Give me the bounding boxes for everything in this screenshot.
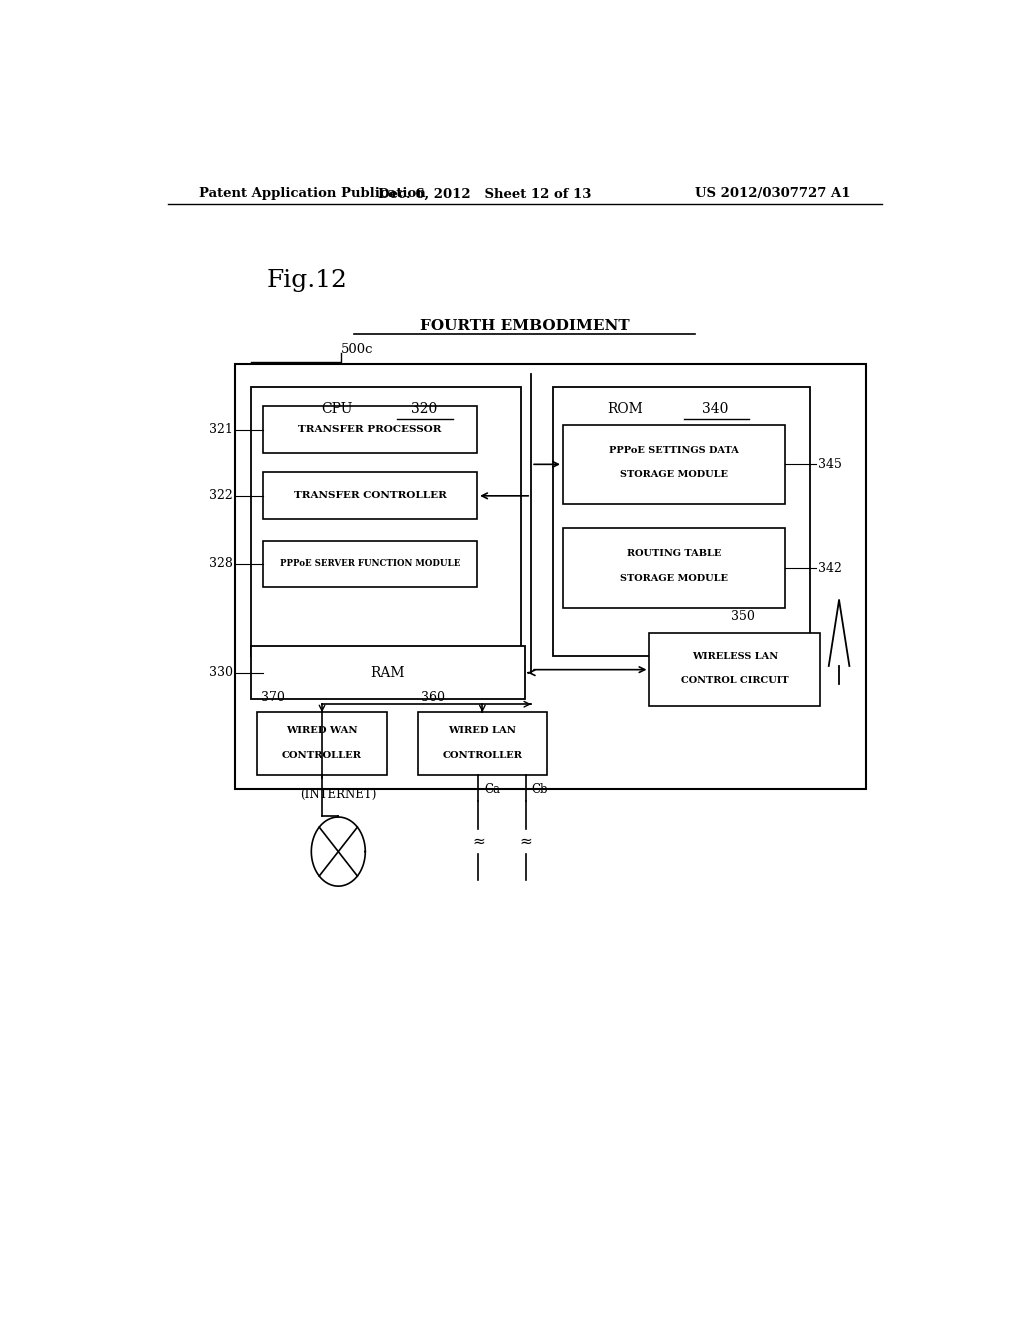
Text: TRANSFER CONTROLLER: TRANSFER CONTROLLER bbox=[294, 491, 446, 500]
Text: (INTERNET): (INTERNET) bbox=[300, 788, 377, 801]
Text: FOURTH EMBODIMENT: FOURTH EMBODIMENT bbox=[420, 319, 630, 333]
Text: 500c: 500c bbox=[341, 343, 373, 356]
Text: CONTROLLER: CONTROLLER bbox=[282, 751, 362, 759]
Text: 350: 350 bbox=[731, 610, 755, 623]
Text: ≈: ≈ bbox=[472, 834, 484, 849]
Text: ≈: ≈ bbox=[519, 834, 532, 849]
Text: PPPoE SERVER FUNCTION MODULE: PPPoE SERVER FUNCTION MODULE bbox=[280, 560, 460, 569]
Bar bbox=[251, 647, 524, 700]
Text: 322: 322 bbox=[209, 490, 232, 503]
Bar bbox=[553, 387, 811, 656]
Bar bbox=[263, 407, 477, 453]
Text: WIRELESS LAN: WIRELESS LAN bbox=[691, 652, 778, 661]
Text: RAM: RAM bbox=[371, 665, 406, 680]
Text: 342: 342 bbox=[818, 561, 843, 574]
Text: STORAGE MODULE: STORAGE MODULE bbox=[620, 574, 728, 582]
Text: Ca: Ca bbox=[484, 784, 500, 796]
Text: US 2012/0307727 A1: US 2012/0307727 A1 bbox=[694, 187, 850, 201]
Text: TRANSFER PROCESSOR: TRANSFER PROCESSOR bbox=[298, 425, 441, 434]
Text: PPPoE SETTINGS DATA: PPPoE SETTINGS DATA bbox=[609, 446, 739, 454]
Text: 321: 321 bbox=[209, 424, 232, 437]
Bar bbox=[263, 473, 477, 519]
Text: Fig.12: Fig.12 bbox=[267, 269, 348, 292]
Text: 370: 370 bbox=[260, 692, 285, 704]
Bar bbox=[649, 634, 820, 706]
Text: 330: 330 bbox=[209, 667, 232, 680]
Text: CONTROL CIRCUIT: CONTROL CIRCUIT bbox=[681, 676, 788, 685]
Text: 328: 328 bbox=[209, 557, 232, 570]
Text: ROUTING TABLE: ROUTING TABLE bbox=[627, 549, 721, 558]
Text: WIRED WAN: WIRED WAN bbox=[287, 726, 357, 735]
Bar bbox=[563, 425, 785, 504]
Bar bbox=[563, 528, 785, 607]
Text: Cb: Cb bbox=[531, 784, 548, 796]
Bar bbox=[257, 713, 387, 775]
Bar bbox=[418, 713, 547, 775]
Bar bbox=[251, 387, 521, 656]
Text: STORAGE MODULE: STORAGE MODULE bbox=[620, 470, 728, 479]
Text: ROM: ROM bbox=[607, 403, 643, 416]
Text: 360: 360 bbox=[421, 692, 444, 704]
Bar bbox=[263, 541, 477, 587]
Text: WIRED LAN: WIRED LAN bbox=[449, 726, 516, 735]
Text: Patent Application Publication: Patent Application Publication bbox=[200, 187, 426, 201]
Text: 345: 345 bbox=[818, 458, 843, 471]
Text: CPU: CPU bbox=[322, 403, 353, 416]
Bar bbox=[236, 364, 866, 788]
Text: 320: 320 bbox=[411, 403, 437, 416]
Text: Dec. 6, 2012   Sheet 12 of 13: Dec. 6, 2012 Sheet 12 of 13 bbox=[379, 187, 592, 201]
Text: CONTROLLER: CONTROLLER bbox=[442, 751, 522, 759]
Text: 340: 340 bbox=[701, 403, 728, 416]
